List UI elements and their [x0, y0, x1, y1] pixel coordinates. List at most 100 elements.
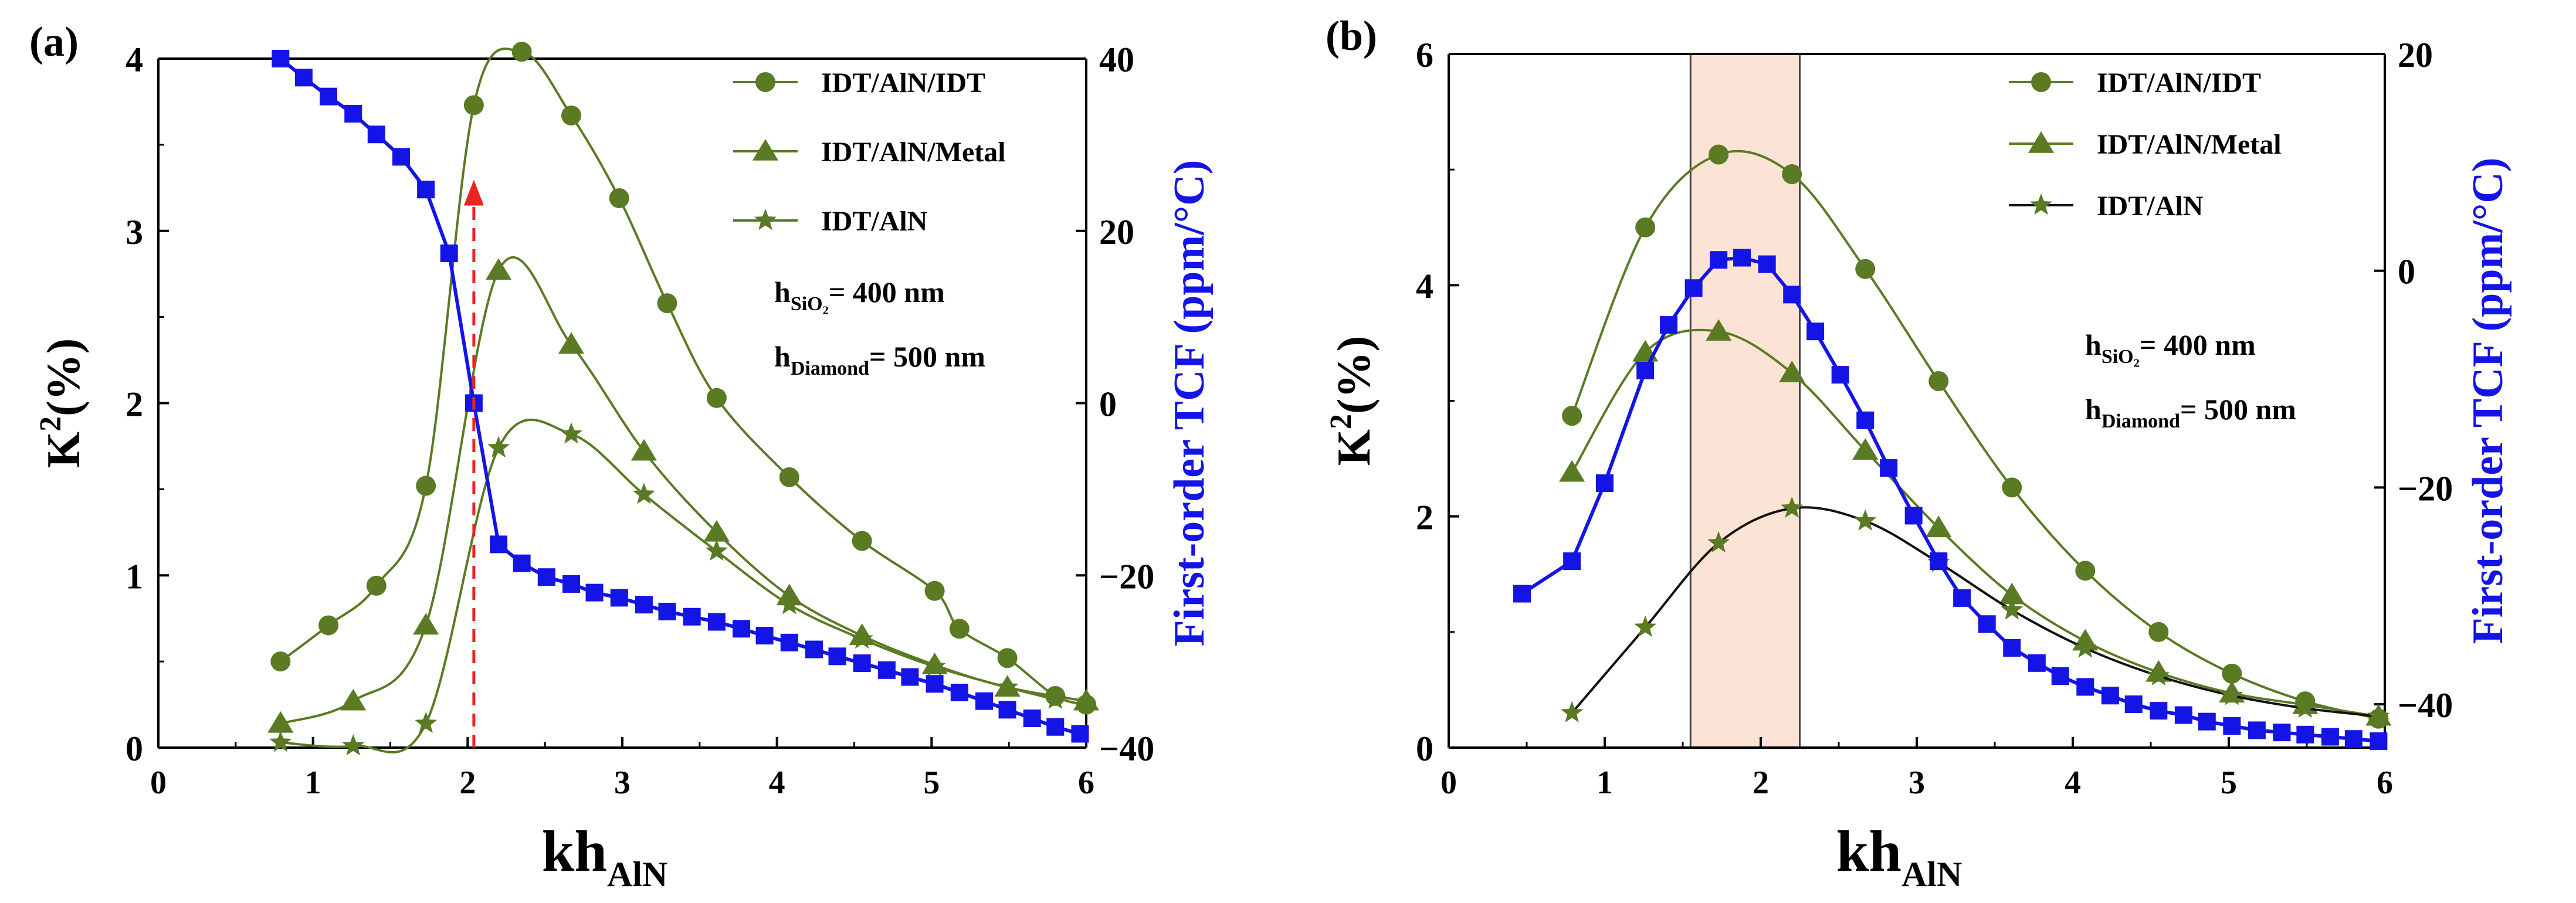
y-tick-label: 2	[126, 385, 143, 424]
legend-label: IDT/AlN/IDT	[2097, 67, 2261, 99]
data-point	[1856, 411, 1875, 429]
series-line	[279, 57, 1081, 736]
series-line	[280, 47, 1087, 706]
data-point	[755, 627, 774, 645]
series-idt-aln	[1561, 496, 2390, 726]
series-line	[1521, 256, 2379, 743]
data-point	[2198, 712, 2216, 731]
data-point	[779, 467, 799, 487]
data-point	[511, 42, 532, 62]
legend-label: IDT/AlN	[821, 206, 928, 237]
data-point	[853, 654, 871, 673]
data-point	[2028, 654, 2046, 672]
data-point	[560, 422, 582, 444]
data-point	[487, 436, 510, 458]
data-point	[413, 613, 439, 635]
y-tick-label: 4	[126, 40, 143, 79]
data-point	[2221, 684, 2243, 705]
data-point	[2150, 702, 2168, 720]
data-point	[1953, 589, 1971, 607]
data-point	[901, 668, 919, 686]
legend-label: IDT/AlN/Metal	[2097, 129, 2282, 160]
data-point	[998, 701, 1016, 719]
data-point	[486, 258, 512, 280]
data-point	[2074, 636, 2097, 658]
data-point	[1636, 361, 1655, 379]
data-point	[949, 619, 970, 639]
x-axis-label: khAlN	[1836, 819, 1962, 894]
data-point	[1779, 361, 1805, 382]
series-idt-aln-metal	[267, 256, 1100, 733]
x-tick-label: 0	[1440, 765, 1457, 801]
data-point	[490, 535, 508, 554]
data-point	[2273, 724, 2291, 742]
panel-label: (a)	[29, 18, 79, 65]
data-point	[2344, 730, 2363, 748]
data-point	[561, 105, 581, 125]
x-tick-label: 4	[769, 765, 785, 801]
data-point	[2148, 622, 2169, 642]
data-point	[703, 520, 730, 542]
data-point	[318, 615, 339, 636]
data-point	[926, 675, 944, 693]
data-point	[1709, 144, 1729, 165]
legend-marker	[2030, 193, 2052, 215]
data-point	[1930, 552, 1948, 571]
data-point	[1634, 615, 1657, 637]
data-point	[2051, 667, 2069, 685]
data-point	[924, 580, 945, 601]
legend-marker	[2028, 131, 2055, 153]
data-point	[1073, 688, 1100, 711]
y-tick-label: 3	[126, 213, 143, 252]
data-point	[1904, 507, 1923, 525]
x-tick-label: 0	[150, 765, 167, 801]
x-tick-label: 1	[305, 765, 321, 801]
data-point	[294, 69, 313, 87]
series-idt-aln	[269, 418, 1067, 756]
data-point	[1928, 371, 1949, 391]
data-point	[706, 388, 727, 408]
data-point	[367, 125, 385, 144]
data-point	[923, 654, 946, 677]
annotation-text: hSiO₂= 400 nm	[2085, 328, 2256, 368]
data-point	[1559, 460, 1585, 482]
data-point	[558, 332, 585, 354]
x-tick-label: 5	[923, 765, 940, 801]
legend-marker	[2031, 72, 2051, 92]
data-point	[440, 244, 458, 262]
legend-entry: IDT/AlN/Metal	[733, 137, 1006, 168]
data-point	[1758, 255, 1776, 273]
panel-a: 0 1 2 3 4 5 6 0 1 2 3 4 −40 −20 0 20 40 khAlN K2(%) First-o…	[29, 18, 1214, 894]
x-tick-label: 6	[1078, 765, 1094, 801]
x-axis-label: khAlN	[542, 819, 668, 894]
data-point	[2223, 717, 2241, 735]
data-point	[2147, 664, 2170, 685]
data-point	[1563, 552, 1581, 571]
y2-tick-label: 20	[1099, 213, 1134, 252]
data-point	[340, 688, 367, 711]
legend-label: IDT/AlN	[2097, 191, 2204, 222]
data-point	[1684, 279, 1703, 297]
legend-entry: IDT/AlN/Metal	[2009, 129, 2282, 160]
data-point	[562, 575, 580, 593]
data-point	[1782, 164, 1802, 185]
data-point	[1513, 585, 1531, 603]
data-point	[2294, 697, 2317, 718]
x-tick-label: 3	[1909, 765, 1925, 801]
y-tick-label: 1	[126, 557, 143, 596]
y2-tick-label: 20	[2398, 36, 2433, 74]
data-point	[270, 651, 291, 672]
data-point	[1854, 509, 1877, 531]
data-point	[366, 575, 387, 596]
y-axis-label: K2(%)	[34, 338, 90, 469]
series-line	[280, 256, 1087, 725]
y2-axis-label: First-order TCF (ppm/°C)	[1165, 160, 1214, 647]
data-point	[2370, 732, 2388, 750]
data-point	[1831, 366, 1849, 384]
data-point	[996, 675, 1019, 697]
legend-label: IDT/AlN/Metal	[821, 137, 1006, 168]
data-point	[950, 684, 968, 701]
data-point	[780, 633, 798, 651]
y2-tick-label: 0	[1099, 385, 1117, 424]
data-point	[658, 602, 676, 620]
